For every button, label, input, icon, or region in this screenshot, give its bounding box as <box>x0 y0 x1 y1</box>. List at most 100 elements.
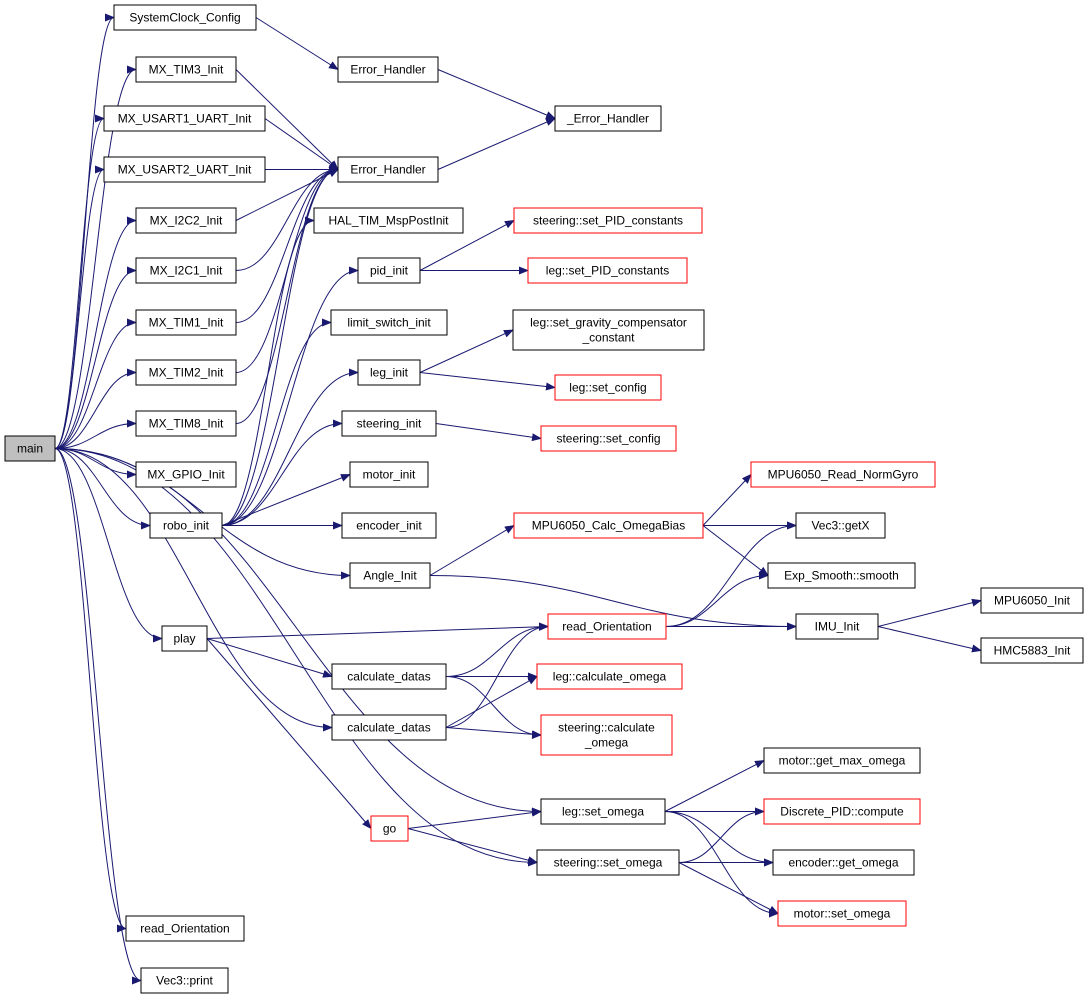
node-leg_init: leg_init <box>357 359 421 386</box>
node-box <box>554 105 662 132</box>
node-box <box>513 207 703 234</box>
node-read_orientation_mid[interactable]: read_Orientation <box>547 613 667 640</box>
node-label: motor_init <box>363 468 416 482</box>
edge-mpu6050_calc_omegabias-to-exp_smooth_smooth <box>702 525 769 577</box>
node-box <box>341 410 437 437</box>
node-hmc5883_init: HMC5883_Init <box>980 637 1084 664</box>
node-box <box>135 257 237 284</box>
edge-main-to-mx_tim8_init <box>54 419 137 449</box>
node-pid_init: pid_init <box>357 257 421 284</box>
node-box <box>135 359 237 386</box>
edge-error_handler_top-to-underscore_error_handler <box>437 69 556 119</box>
node-play: play <box>161 625 208 652</box>
edge-leg_init-to-leg_set_config <box>419 372 556 391</box>
edge-angle_init-to-mpu6050_calc_omegabias <box>429 524 515 576</box>
edge-go-to-leg_set_omega <box>407 808 542 829</box>
node-mx_usart1_uart_init: MX_USART1_UART_Init <box>103 105 266 132</box>
edge-mx_i2c2_init-to-error_handler_mid <box>235 169 339 221</box>
node-box <box>980 587 1084 614</box>
node-steering_set_pid_constants[interactable]: steering::set_PID_constants <box>513 207 703 234</box>
node-discrete_pid_compute[interactable]: Discrete_PID::compute <box>763 798 921 825</box>
node-label: MX_TIM8_Init <box>149 417 224 431</box>
node-calculate_datas_2: calculate_datas <box>331 714 447 741</box>
node-box <box>777 900 907 927</box>
node-box <box>536 849 680 876</box>
edge-robo_init-to-steering_init <box>221 419 343 526</box>
node-label: MPU6050_Read_NormGyro <box>768 468 919 482</box>
node-box <box>540 425 677 452</box>
node-box <box>135 56 237 83</box>
edge-steering_init-to-steering_set_config <box>435 423 542 442</box>
node-hal_tim_msppostinit: HAL_TIM_MspPostInit <box>313 207 464 234</box>
node-label: main <box>17 442 43 456</box>
node-mpu6050_read_normgyro[interactable]: MPU6050_Read_NormGyro <box>750 461 936 488</box>
edge-play-to-go <box>206 638 372 830</box>
edge-main-to-mx_tim2_init <box>54 368 137 449</box>
node-label: MX_TIM3_Init <box>149 63 224 77</box>
node-box <box>103 105 266 132</box>
node-label: MX_I2C2_Init <box>150 214 223 228</box>
node-go[interactable]: go <box>370 815 409 842</box>
node-label: MX_I2C1_Init <box>150 264 223 278</box>
node-mx_gpio_init: MX_GPIO_Init <box>135 461 237 488</box>
node-steering_calculate_omega[interactable]: steering::calculate_omega <box>540 714 673 756</box>
edge-error_handler_mid-to-underscore_error_handler <box>437 118 556 170</box>
node-box <box>113 4 257 31</box>
node-label: MX_USART2_UART_Init <box>118 163 252 177</box>
node-label: MPU6050_Init <box>994 594 1071 608</box>
node-box <box>772 849 915 876</box>
node-box <box>536 663 683 690</box>
node-label: steering::calculate <box>558 721 655 735</box>
node-label: leg::set_PID_constants <box>546 264 669 278</box>
edge-main-to-mx_i2c1_init <box>54 266 137 449</box>
edge-main-to-systemclock_config <box>54 13 115 449</box>
node-label: Exp_Smooth::smooth <box>784 569 899 583</box>
edge-main-to-mx_i2c2_init <box>54 216 137 449</box>
edge-leg_set_omega-to-motor_get_max_omega <box>664 760 765 812</box>
node-box <box>337 56 439 83</box>
node-box <box>547 613 667 640</box>
node-box <box>370 815 409 842</box>
node-box <box>135 410 237 437</box>
edge-main-to-mx_usart1_uart_init <box>54 114 105 449</box>
node-mpu6050_calc_omegabias[interactable]: MPU6050_Calc_OmegaBias <box>513 512 704 539</box>
node-mx_usart2_uart_init: MX_USART2_UART_Init <box>103 156 266 183</box>
node-vec3_getx: Vec3::getX <box>795 512 886 539</box>
node-label: Vec3::getX <box>811 519 869 533</box>
node-read_orientation_main: read_Orientation <box>125 915 245 942</box>
node-label: pid_init <box>370 264 409 278</box>
node-box <box>750 461 936 488</box>
node-label: steering_init <box>357 417 422 431</box>
node-box <box>161 625 208 652</box>
node-label: _Error_Handler <box>566 112 649 126</box>
edge-main-to-play <box>54 448 163 643</box>
edge-robo_init-to-motor_init <box>221 474 351 526</box>
node-label: steering::set_config <box>556 432 660 446</box>
node-label: MX_GPIO_Init <box>147 468 225 482</box>
node-label: motor::set_omega <box>794 907 891 921</box>
node-vec3_print: Vec3::print <box>140 967 229 994</box>
node-mpu6050_init: MPU6050_Init <box>980 587 1084 614</box>
edge-read_orientation_mid-to-exp_smooth_smooth <box>665 571 769 627</box>
node-box <box>763 798 921 825</box>
node-box <box>349 461 429 488</box>
node-box <box>135 309 237 336</box>
edge-robo_init-to-leg_init <box>221 368 359 526</box>
node-box <box>349 562 431 589</box>
edge-imu_init-to-hmc5883_init <box>877 626 982 653</box>
node-label: calculate_datas <box>347 721 430 735</box>
node-underscore_error_handler: _Error_Handler <box>554 105 662 132</box>
node-steering_set_config[interactable]: steering::set_config <box>540 425 677 452</box>
node-box <box>313 207 464 234</box>
node-box <box>527 257 688 284</box>
edge-systemclock_config-to-error_handler_top <box>255 17 339 71</box>
node-leg_set_pid_constants[interactable]: leg::set_PID_constants <box>527 257 688 284</box>
node-mx_tim8_init: MX_TIM8_Init <box>135 410 237 437</box>
node-leg_set_config[interactable]: leg::set_config <box>554 374 662 401</box>
node-label: read_Orientation <box>562 620 651 634</box>
edge-steering_set_omega-to-discrete_pid_compute <box>678 807 765 863</box>
node-motor_set_omega[interactable]: motor::set_omega <box>777 900 907 927</box>
node-leg_calculate_omega[interactable]: leg::calculate_omega <box>536 663 683 690</box>
edge-calculate_datas_1-to-read_orientation_mid <box>445 622 549 677</box>
nodes: main SystemClock_Config MX_TIM3_Init MX_USA… <box>4 4 1084 994</box>
